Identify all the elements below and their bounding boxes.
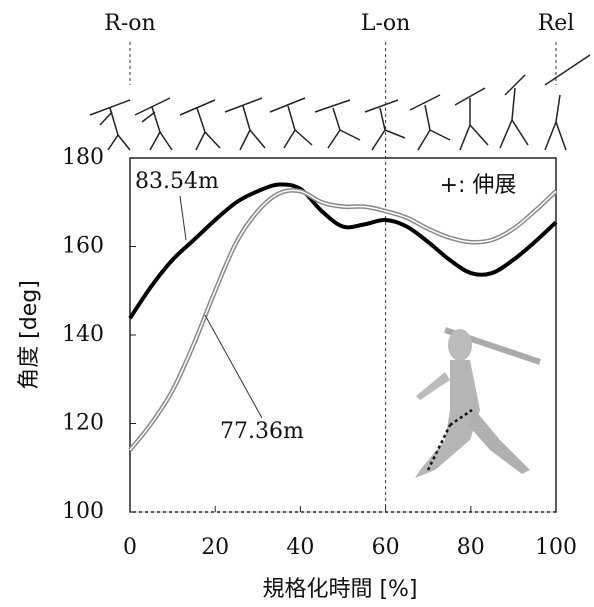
x-axis-label: 規格化時間 [%] xyxy=(262,577,417,602)
y-tick-label: 140 xyxy=(62,322,104,347)
annotation: +: 伸展 xyxy=(440,173,517,198)
athlete-illustration xyxy=(415,327,541,478)
plot-frame xyxy=(129,157,557,513)
event-label: L-on xyxy=(361,11,410,36)
x-tick-label: 40 xyxy=(286,535,314,560)
series-line xyxy=(128,182,558,320)
leader-line xyxy=(179,195,187,241)
y-tick-label: 100 xyxy=(62,499,104,524)
x-tick-label: 60 xyxy=(372,535,400,560)
leader-line xyxy=(204,314,263,419)
y-tick-label: 120 xyxy=(62,411,104,436)
event-label: R-on xyxy=(104,11,155,36)
stick-figures xyxy=(89,54,591,151)
series-line-inner xyxy=(129,189,557,451)
series-label: 77.36m xyxy=(220,419,304,444)
event-label: Rel xyxy=(538,11,575,36)
series-label: 83.54m xyxy=(135,169,219,194)
y-axis-label: 角度 [deg] xyxy=(17,280,42,390)
series-line xyxy=(128,188,558,452)
x-tick-label: 0 xyxy=(123,535,137,560)
y-tick-label: 160 xyxy=(62,234,104,259)
y-tick-label: 180 xyxy=(62,145,104,170)
x-tick-label: 20 xyxy=(201,535,229,560)
x-tick-label: 80 xyxy=(457,535,485,560)
x-tick-label: 100 xyxy=(535,535,577,560)
